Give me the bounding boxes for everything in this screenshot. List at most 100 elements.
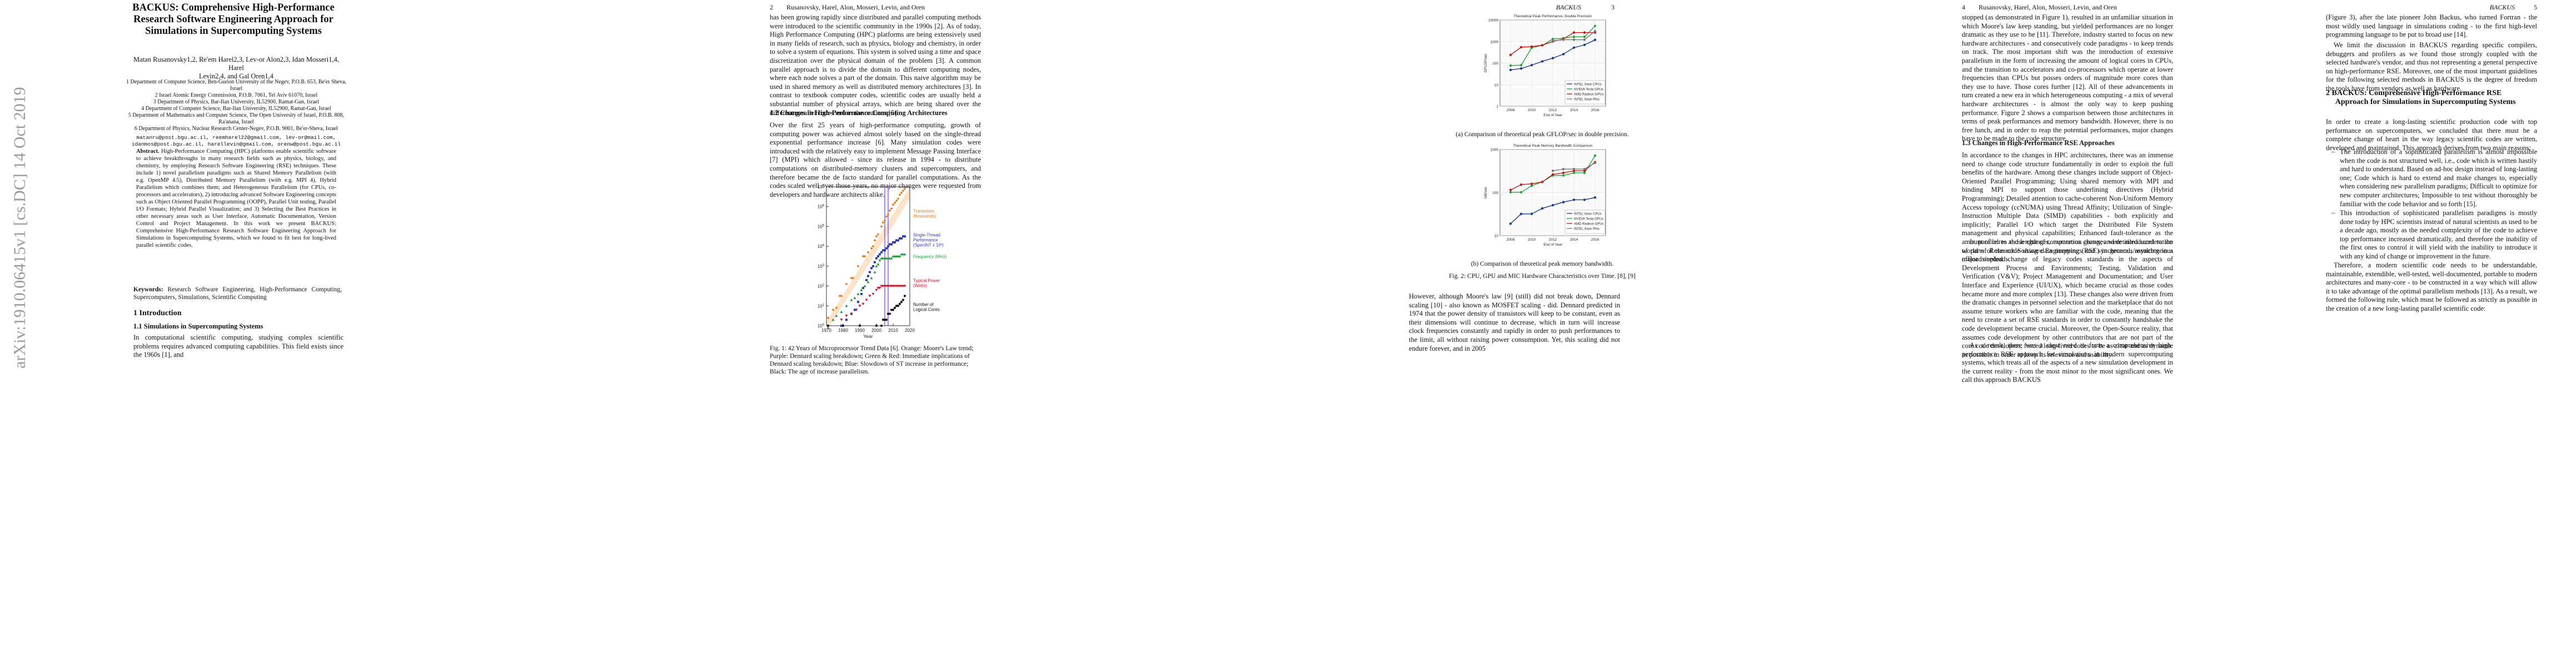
data-point-specint <box>877 255 879 257</box>
y-tick-label: 104 <box>818 244 825 249</box>
x-tick-label: 2010 <box>1528 108 1536 112</box>
page-number: 5 <box>2534 3 2537 11</box>
data-point-transistors <box>850 276 853 280</box>
series-marker <box>1551 57 1554 59</box>
data-point-transistors <box>886 213 890 216</box>
data-point-transistors <box>896 197 900 200</box>
paper-title: BACKUS: Comprehensive High-Performance R… <box>117 2 350 37</box>
data-point-frequency <box>890 257 893 260</box>
keywords-label: Keywords: <box>133 286 163 293</box>
keywords-text: Research Software Engineering, High-Perf… <box>133 286 342 301</box>
y-tick-label: 1 <box>1496 105 1498 109</box>
y-tick-exponent: 3 <box>823 264 825 267</box>
data-point-specint <box>882 249 884 252</box>
body-paragraph: In accordance to the changes in HPC arch… <box>1962 151 2173 263</box>
series-marker <box>1593 24 1597 27</box>
legend-label: NVIDIA Tesla GPUs <box>1574 88 1603 92</box>
data-point-transistors <box>880 225 883 228</box>
data-point-frequency <box>860 288 863 291</box>
data-point-specint <box>897 239 899 242</box>
data-point-specint <box>860 292 863 295</box>
x-axis-label: End of Year <box>1543 243 1562 247</box>
data-point-specint <box>867 275 869 277</box>
data-point-specint <box>865 278 868 281</box>
data-point-transistors <box>901 189 905 192</box>
figure-caption: Fig. 2: CPU, GPU and MIC Hardware Charac… <box>1449 273 1636 280</box>
data-point-transistors <box>885 215 888 218</box>
data-point-frequency <box>876 262 880 266</box>
data-point-transistors <box>863 255 866 258</box>
data-point-specint <box>875 257 878 260</box>
data-point-cores <box>858 324 861 327</box>
affiliation: 3 Department of Physics, Bar-Ilan Univer… <box>153 99 320 105</box>
data-point-frequency <box>898 255 901 257</box>
body-paragraph: In computational scientific computing, s… <box>133 334 343 359</box>
legend-label: AMD Radeon GPUs <box>1574 223 1604 226</box>
y-tick-exponent: 0 <box>823 323 825 327</box>
section-heading: 1 Introduction <box>133 309 182 317</box>
legend-box <box>1564 210 1606 234</box>
data-point-transistors <box>903 187 906 190</box>
data-point-cores <box>900 301 903 303</box>
fig2a-svg: Theoretical Peak Performance, Double Pre… <box>1484 14 1606 117</box>
data-point-specint <box>870 267 873 270</box>
section-heading: 2 BACKUS: Comprehensive High-Performance… <box>2326 89 2543 107</box>
y-axis-label: GFLOP/sec <box>1484 53 1488 73</box>
y-tick-exponent: 7 <box>823 185 825 188</box>
data-point-transistors <box>881 221 885 224</box>
series-marker <box>1509 64 1512 67</box>
y-tick-label: 100 <box>1492 191 1498 195</box>
x-tick-label: 1970 <box>821 328 831 333</box>
x-tick-label: 2016 <box>1591 108 1600 112</box>
legend-label: INTEL Xeon CPUs <box>1574 83 1602 87</box>
y-axis-label: GB/sec <box>1484 186 1488 198</box>
series-marker <box>1583 31 1586 34</box>
legend-label: NVIDIA Tesla GPUs <box>1574 218 1603 221</box>
legend-label: (Watts) <box>913 283 927 288</box>
data-point-frequency <box>863 285 866 287</box>
series-marker <box>1583 198 1586 201</box>
y-tick-exponent: 2 <box>823 284 825 287</box>
series-marker <box>1541 44 1544 47</box>
body-paragraph: In parallel to those changes, numerous c… <box>1962 238 2173 359</box>
data-point-cores <box>841 324 845 327</box>
x-tick-label: 2010 <box>888 328 898 333</box>
abstract: Abstract. High-Performance Computing (HP… <box>136 148 336 249</box>
data-point-specint <box>874 261 876 263</box>
y-tick-label: 100 <box>818 323 825 328</box>
subsection-heading: 1.1 Simulations in Supercomputing System… <box>133 322 263 330</box>
data-point-power <box>850 312 853 316</box>
y-tick-label: 106 <box>818 205 825 210</box>
page-number: 2 <box>770 3 773 11</box>
abstract-text: High-Performance Computing (HPC) platfor… <box>136 148 337 248</box>
data-point-transistors <box>891 203 895 206</box>
y-tick-label: 102 <box>818 284 825 289</box>
fig2b-chart: Theoretical Peak Memory Bandwidth Compar… <box>1481 142 1615 256</box>
series-marker <box>1593 154 1597 157</box>
series-marker <box>1551 173 1554 176</box>
data-point-transistors <box>871 245 875 248</box>
data-point-power <box>861 302 865 306</box>
legend-label: INTEL Xeon Phis <box>1574 228 1600 231</box>
subfigure-caption: (a) Comparison of theoretical peak GFLOP… <box>1456 131 1629 138</box>
y-tick-label: 1000 <box>1491 40 1499 44</box>
series-marker <box>1583 36 1586 38</box>
data-point-transistors <box>876 233 880 236</box>
fig1-chart: 100 101 102 103 104 105 106 107 1970 1980 1990 2000… <box>809 182 953 338</box>
subfigure-caption: (b) Comparison of theoretical peak memor… <box>1471 261 1614 267</box>
series-marker <box>1572 31 1576 34</box>
data-point-power <box>868 295 871 297</box>
data-point-cores <box>888 312 891 315</box>
series-marker <box>1519 183 1523 186</box>
data-point-specint <box>899 237 901 240</box>
x-tick-label: 2008 <box>1507 238 1515 242</box>
series-marker <box>1530 64 1533 67</box>
bullet-dash: – <box>2331 148 2335 156</box>
x-tick-label: 2014 <box>1570 238 1578 242</box>
data-point-transistors <box>856 265 860 268</box>
y-tick-label: 10000 <box>1488 19 1498 23</box>
legend-label: Number of <box>913 302 934 307</box>
authors-line-2: Levin2,4, and Gal Oren1,4 <box>199 72 273 80</box>
data-point-transistors <box>845 282 848 286</box>
